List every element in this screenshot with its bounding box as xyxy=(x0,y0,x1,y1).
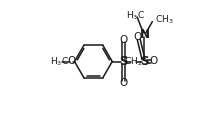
Text: O: O xyxy=(119,78,127,88)
Text: CH$_3$: CH$_3$ xyxy=(155,14,173,26)
Text: O: O xyxy=(119,35,127,45)
Text: N: N xyxy=(139,28,149,41)
Text: H$_3$C: H$_3$C xyxy=(126,9,145,22)
Text: S: S xyxy=(140,55,149,68)
Text: H$_3$C: H$_3$C xyxy=(50,55,69,68)
Text: O: O xyxy=(149,56,158,67)
Text: S: S xyxy=(119,55,127,68)
Text: O: O xyxy=(67,56,76,67)
Text: CH$_2$: CH$_2$ xyxy=(124,55,143,68)
Text: O: O xyxy=(134,32,142,42)
